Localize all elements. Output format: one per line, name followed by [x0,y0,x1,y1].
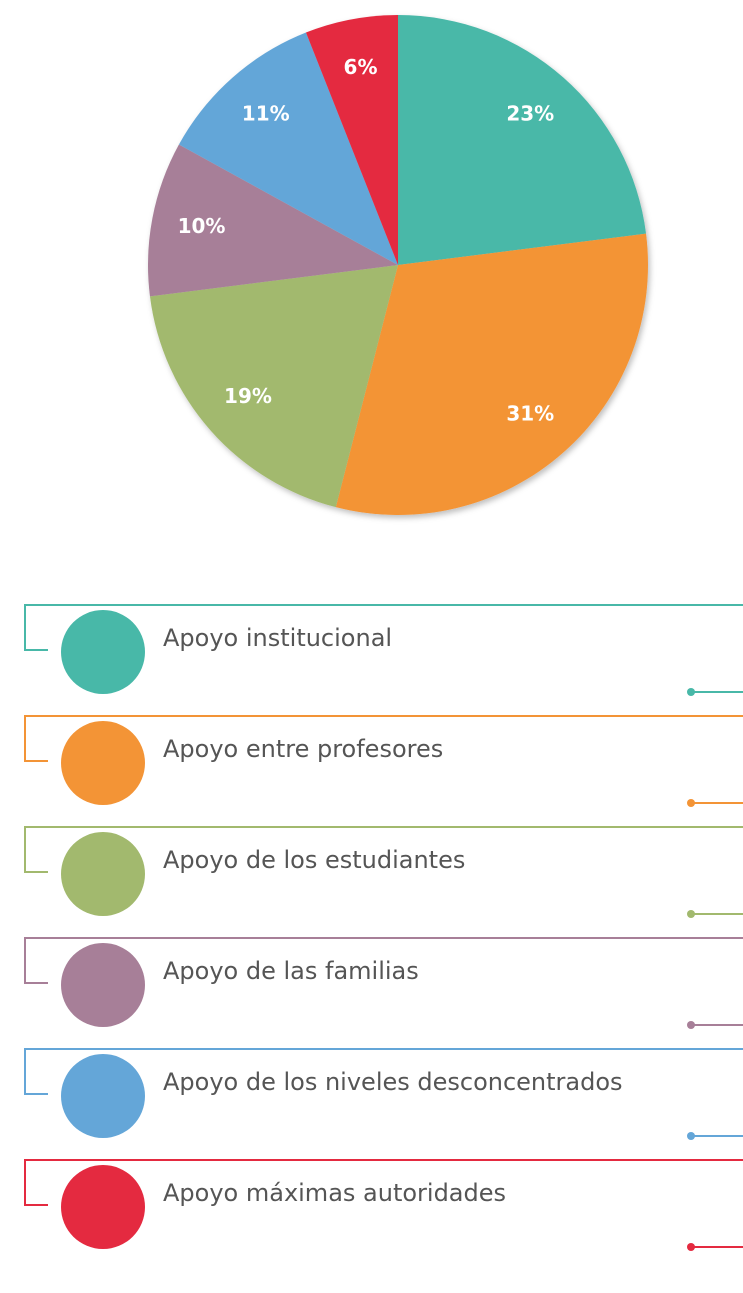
legend-bracket [24,826,743,873]
pie-slice [398,15,647,265]
legend-swatch [61,832,145,916]
legend-bracket [24,1159,743,1206]
pie-slice [335,233,648,515]
legend-swatch [61,721,145,805]
pie-slice [178,32,398,265]
legend-bracket [24,937,743,984]
legend-dot [687,1132,695,1140]
legend-dot [687,799,695,807]
pie-slice [148,144,398,297]
legend-label: Apoyo institucional [163,624,392,652]
legend-dot [687,1021,695,1029]
legend-label: Apoyo de los niveles desconcentrados [163,1068,623,1096]
legend-label: Apoyo entre profesores [163,735,443,763]
value-label: 6% [344,55,378,79]
value-label: 31% [506,402,554,426]
value-label: 10% [178,214,226,238]
pie-slice [305,15,398,265]
legend-swatch [61,1165,145,1249]
legend-dot [687,1243,695,1251]
legend-label: Apoyo de las familias [163,957,419,985]
legend-bracket [24,604,743,651]
legend-bracket [24,1048,743,1095]
value-label: 11% [242,101,290,125]
legend-label: Apoyo de los estudiantes [163,846,465,874]
legend-label: Apoyo máximas autoridades [163,1179,506,1207]
value-label: 23% [506,101,554,125]
pie [148,15,648,515]
legend-dot [687,688,695,696]
legend-dot [687,910,695,918]
value-label: 19% [224,384,272,408]
pie-slice [149,265,398,508]
legend-swatch [61,610,145,694]
legend-bracket [24,715,743,762]
legend-swatch [61,1054,145,1138]
legend-swatch [61,943,145,1027]
